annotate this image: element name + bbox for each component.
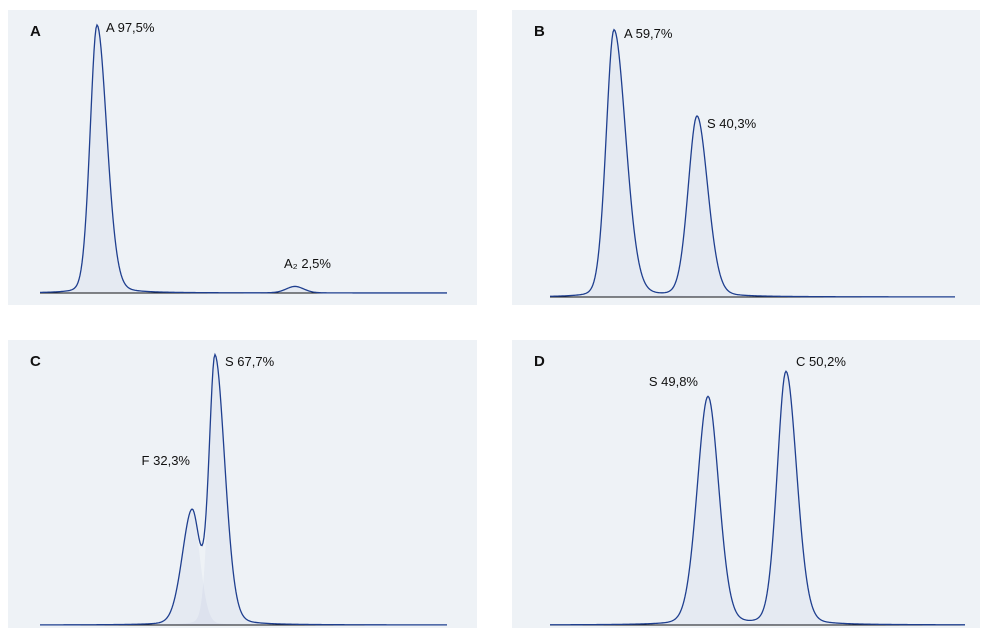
trace xyxy=(550,370,965,626)
panel-background xyxy=(8,340,477,628)
peak-label: C 50,2% xyxy=(796,354,846,369)
peak-name: F xyxy=(142,453,150,468)
panel-letter: C xyxy=(30,353,41,370)
peak-name: C xyxy=(796,354,805,369)
peak-name: S xyxy=(707,116,716,131)
peak-percent: 59,7% xyxy=(636,26,673,41)
peak-label: A 97,5% xyxy=(106,20,155,35)
trace xyxy=(549,28,955,298)
panel-background xyxy=(512,10,980,305)
peak-percent: 32,3% xyxy=(153,453,190,468)
peak-name: S xyxy=(225,354,234,369)
peak-label: A 59,7% xyxy=(624,26,673,41)
peak-label: S 49,8% xyxy=(649,374,699,389)
peak-name: A xyxy=(624,26,633,41)
peak-percent: 97,5% xyxy=(118,20,155,35)
peak-label: A₂ 2,5% xyxy=(284,256,331,271)
panel-background xyxy=(8,10,477,305)
peak-percent: 2,5% xyxy=(301,256,331,271)
peak-percent: 49,8% xyxy=(661,374,698,389)
peak-name: A₂ xyxy=(284,256,298,271)
peak-percent: 40,3% xyxy=(719,116,756,131)
panel-letter: D xyxy=(534,353,545,370)
peak-label: S 67,7% xyxy=(225,354,275,369)
trace xyxy=(40,352,447,626)
panel-letter: A xyxy=(30,23,41,40)
peak-name: A xyxy=(106,20,115,35)
peak-label: S 40,3% xyxy=(707,116,757,131)
peak-name: S xyxy=(649,374,658,389)
trace xyxy=(39,23,447,294)
panel-background xyxy=(512,340,980,628)
peak-label: F 32,3% xyxy=(142,453,191,468)
panel-letter: B xyxy=(534,23,545,40)
peak-percent: 50,2% xyxy=(809,354,846,369)
peak-percent: 67,7% xyxy=(237,354,274,369)
